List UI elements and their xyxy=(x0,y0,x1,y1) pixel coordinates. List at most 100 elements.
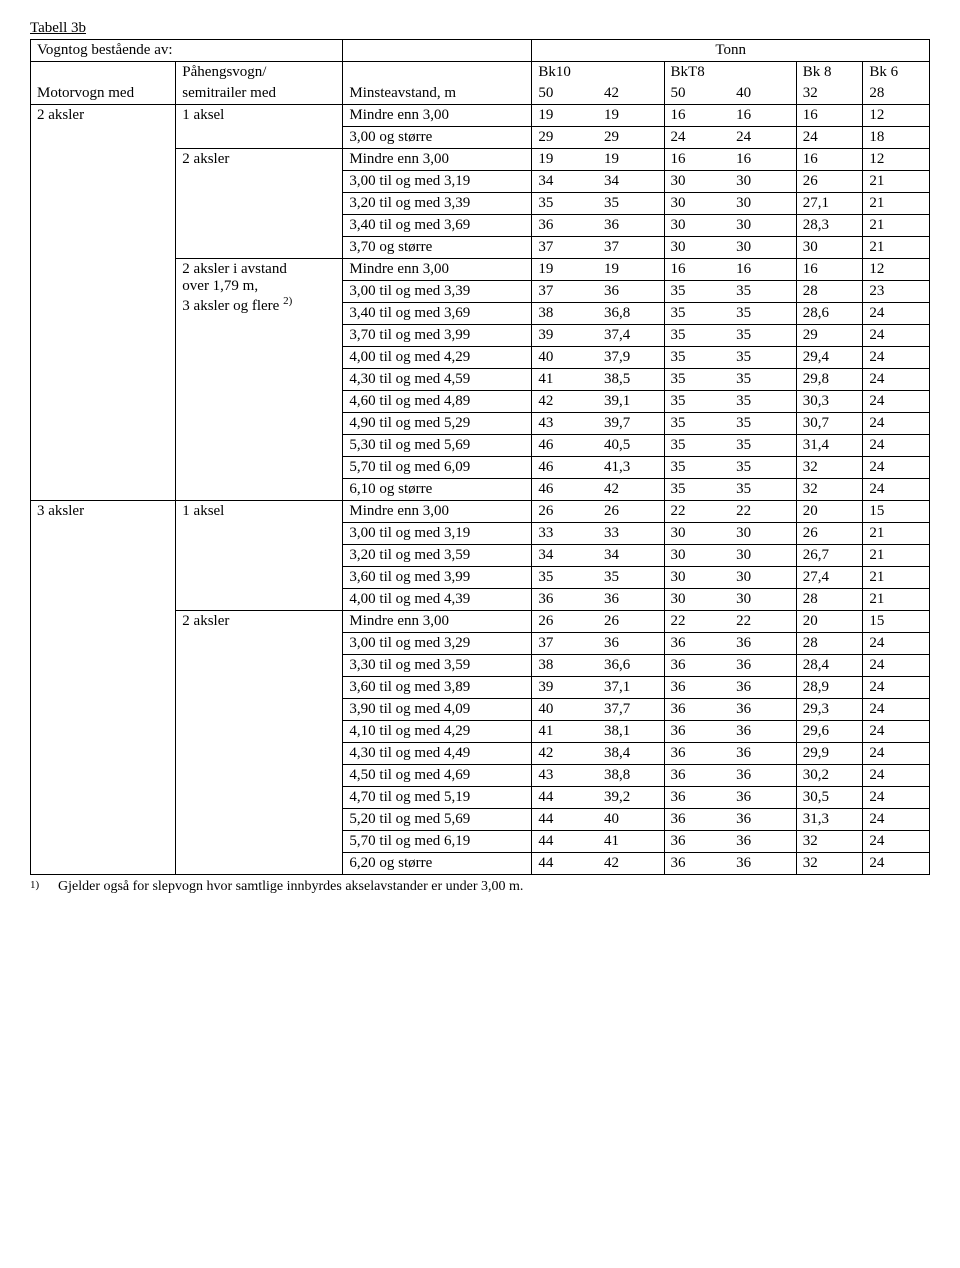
minsteavstand-cell: 3,30 til og med 3,59 xyxy=(343,655,532,677)
footnote-number: 1) xyxy=(30,879,39,891)
value-cell: 26 xyxy=(796,171,863,193)
value-cell: 36,8 xyxy=(598,303,664,325)
footnote: 1) Gjelder også for slepvogn hvor samtli… xyxy=(30,879,930,895)
value-cell: 24 xyxy=(863,457,930,479)
hdr-42: 42 xyxy=(598,83,664,105)
hdr-ma-blank xyxy=(343,62,532,84)
pv-cell: 2 aksler i avstandover 1,79 m,3 aksler o… xyxy=(176,259,343,501)
header-row-2a: Påhengsvogn/Bk10BkT8Bk 8Bk 6 xyxy=(31,62,930,84)
value-cell: 38,1 xyxy=(598,721,664,743)
hdr-bk8: Bk 8 xyxy=(796,62,863,84)
value-cell: 30 xyxy=(730,523,796,545)
value-cell: 39,2 xyxy=(598,787,664,809)
value-cell: 35 xyxy=(730,303,796,325)
value-cell: 32 xyxy=(796,457,863,479)
value-cell: 24 xyxy=(863,369,930,391)
value-cell: 24 xyxy=(863,479,930,501)
value-cell: 28 xyxy=(796,589,863,611)
value-cell: 36 xyxy=(598,281,664,303)
value-cell: 29 xyxy=(532,127,598,149)
minsteavstand-cell: 3,60 til og med 3,89 xyxy=(343,677,532,699)
value-cell: 29,4 xyxy=(796,347,863,369)
value-cell: 32 xyxy=(796,479,863,501)
minsteavstand-cell: 4,00 til og med 4,39 xyxy=(343,589,532,611)
value-cell: 24 xyxy=(863,391,930,413)
value-cell: 19 xyxy=(532,149,598,171)
value-cell: 36 xyxy=(664,787,730,809)
value-cell: 30,3 xyxy=(796,391,863,413)
value-cell: 21 xyxy=(863,237,930,259)
minsteavstand-cell: 6,20 og større xyxy=(343,853,532,875)
value-cell: 36 xyxy=(532,215,598,237)
value-cell: 42 xyxy=(532,743,598,765)
value-cell: 35 xyxy=(730,413,796,435)
value-cell: 40 xyxy=(532,347,598,369)
value-cell: 12 xyxy=(863,149,930,171)
minsteavstand-cell: 4,60 til og med 4,89 xyxy=(343,391,532,413)
value-cell: 46 xyxy=(532,435,598,457)
value-cell: 23 xyxy=(863,281,930,303)
value-cell: 28,3 xyxy=(796,215,863,237)
value-cell: 26 xyxy=(598,501,664,523)
value-cell: 19 xyxy=(532,259,598,281)
value-cell: 40 xyxy=(532,699,598,721)
value-cell: 36 xyxy=(598,215,664,237)
value-cell: 36 xyxy=(598,633,664,655)
hdr-mv-blank xyxy=(31,62,176,84)
value-cell: 21 xyxy=(863,171,930,193)
value-cell: 37,7 xyxy=(598,699,664,721)
value-cell: 35 xyxy=(598,193,664,215)
value-cell: 44 xyxy=(532,853,598,875)
value-cell: 35 xyxy=(664,369,730,391)
value-cell: 24 xyxy=(796,127,863,149)
value-cell: 41 xyxy=(532,721,598,743)
value-cell: 46 xyxy=(532,457,598,479)
value-cell: 16 xyxy=(796,259,863,281)
minsteavstand-cell: 3,60 til og med 3,99 xyxy=(343,567,532,589)
value-cell: 36 xyxy=(664,699,730,721)
value-cell: 36 xyxy=(730,787,796,809)
hdr-pv-l2: semitrailer med xyxy=(176,83,343,105)
pv-cell: 2 aksler xyxy=(176,149,343,259)
minsteavstand-cell: 3,00 til og med 3,29 xyxy=(343,633,532,655)
value-cell: 42 xyxy=(532,391,598,413)
pv-cell: 1 aksel xyxy=(176,501,343,611)
header-row-1: Vogntog bestående av:Tonn xyxy=(31,40,930,62)
value-cell: 21 xyxy=(863,193,930,215)
value-cell: 30 xyxy=(664,545,730,567)
value-cell: 30 xyxy=(730,237,796,259)
value-cell: 41,3 xyxy=(598,457,664,479)
value-cell: 38 xyxy=(532,655,598,677)
value-cell: 29,9 xyxy=(796,743,863,765)
value-cell: 30 xyxy=(730,193,796,215)
pv-cell: 2 aksler xyxy=(176,611,343,875)
value-cell: 33 xyxy=(598,523,664,545)
value-cell: 36 xyxy=(532,589,598,611)
value-cell: 30 xyxy=(664,589,730,611)
value-cell: 24 xyxy=(664,127,730,149)
value-cell: 32 xyxy=(796,853,863,875)
value-cell: 30 xyxy=(796,237,863,259)
value-cell: 20 xyxy=(796,501,863,523)
value-cell: 18 xyxy=(863,127,930,149)
value-cell: 36 xyxy=(730,633,796,655)
value-cell: 28 xyxy=(796,281,863,303)
value-cell: 19 xyxy=(598,105,664,127)
minsteavstand-cell: 3,00 til og med 3,39 xyxy=(343,281,532,303)
value-cell: 35 xyxy=(664,435,730,457)
value-cell: 35 xyxy=(730,369,796,391)
value-cell: 30 xyxy=(664,237,730,259)
value-cell: 36 xyxy=(664,765,730,787)
value-cell: 24 xyxy=(730,127,796,149)
value-cell: 35 xyxy=(730,325,796,347)
hdr-pv-l1: Påhengsvogn/ xyxy=(176,62,343,84)
value-cell: 44 xyxy=(532,809,598,831)
hdr-tonn: Tonn xyxy=(532,40,930,62)
value-cell: 44 xyxy=(532,787,598,809)
weight-table: Vogntog bestående av:TonnPåhengsvogn/Bk1… xyxy=(30,39,930,875)
minsteavstand-cell: 3,70 og større xyxy=(343,237,532,259)
value-cell: 16 xyxy=(664,105,730,127)
value-cell: 41 xyxy=(598,831,664,853)
value-cell: 24 xyxy=(863,325,930,347)
value-cell: 35 xyxy=(664,391,730,413)
